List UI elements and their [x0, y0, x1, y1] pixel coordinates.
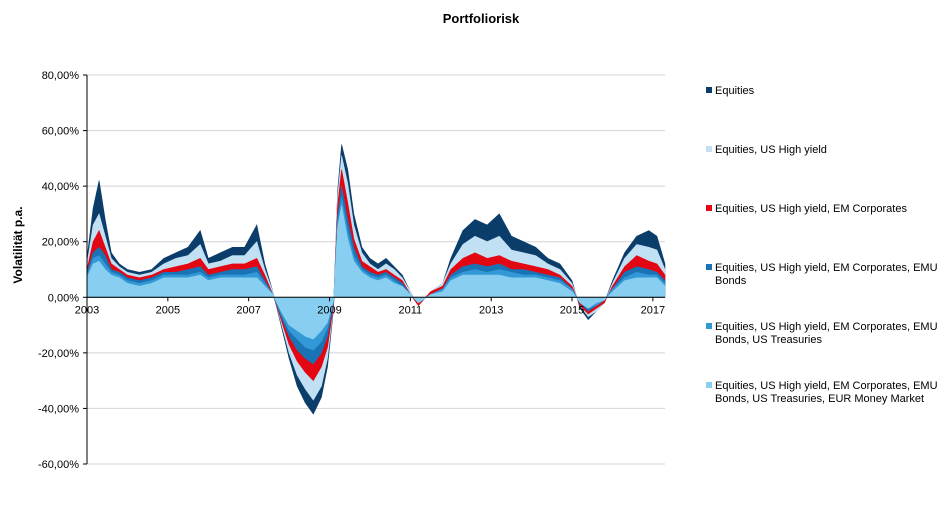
- legend-label: Equities, US High yield, EM Corporates: [715, 203, 907, 215]
- legend-label: Equities: [715, 85, 755, 97]
- legend-label: Equities, US High yield, EM Corporates, …: [715, 380, 938, 392]
- y-axis-label: Volatilität p.a.: [11, 206, 25, 283]
- series-areas: [86, 144, 666, 415]
- y-tick-label: -60,00%: [38, 459, 79, 471]
- y-tick-label: -20,00%: [38, 348, 79, 360]
- legend-label: Bonds: [715, 275, 747, 287]
- x-tick-label: 2013: [479, 304, 503, 316]
- legend-label: Equities, US High yield: [715, 144, 827, 156]
- x-tick-label: 2009: [317, 304, 341, 316]
- y-tick-labels: 80,00% 60,00% 40,00% 20,00% 0,00% -20,00% -40,…: [38, 70, 87, 471]
- y-tick-label: -40,00%: [38, 403, 79, 415]
- legend-label: Equities, US High yield, EM Corporates, …: [715, 321, 938, 333]
- y-tick-label: 40,00%: [42, 181, 80, 193]
- series-area-4: [86, 186, 666, 365]
- x-tick-labels: 2003 2005 2007 2009 2011 2013 2015 2017: [75, 297, 665, 316]
- legend-swatch: [706, 382, 712, 388]
- legend-swatch: [706, 146, 712, 152]
- legend-swatch: [706, 323, 712, 329]
- axes: [86, 75, 665, 464]
- y-tick-label: 80,00%: [42, 70, 80, 82]
- legend-swatch: [706, 205, 712, 211]
- x-tick-label: 2011: [399, 304, 423, 316]
- legend-label: Bonds, US Treasuries: [715, 334, 822, 346]
- x-tick-label: 2015: [560, 304, 584, 316]
- x-tick-label: 2005: [156, 304, 180, 316]
- y-tick-label: 60,00%: [42, 126, 80, 138]
- legend-label: Bonds, US Treasuries, EUR Money Market: [715, 393, 924, 405]
- series-area-6: [86, 205, 666, 340]
- y-tick-label: 0,00%: [48, 292, 79, 304]
- legend-swatch: [706, 87, 712, 93]
- x-tick-label: 2007: [236, 304, 260, 316]
- legend: Equities Equities, US High yield Equities,…: [706, 85, 938, 405]
- x-tick-label: 2003: [75, 304, 99, 316]
- legend-swatch: [706, 264, 712, 270]
- chart-title: Portfoliorisk: [443, 11, 520, 26]
- y-tick-label: 20,00%: [42, 237, 80, 249]
- x-tick-label: 2017: [641, 304, 665, 316]
- legend-label: Equities, US High yield, EM Corporates, …: [715, 262, 938, 274]
